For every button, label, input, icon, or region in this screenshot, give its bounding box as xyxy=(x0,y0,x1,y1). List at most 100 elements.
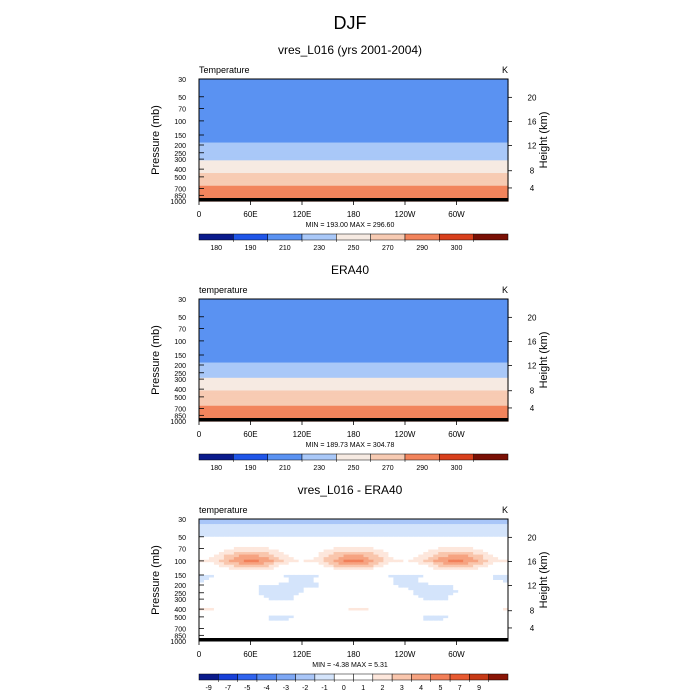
contour-cell xyxy=(248,521,255,525)
contour-cell xyxy=(408,595,414,599)
contour-cell xyxy=(288,630,295,634)
contour-cell xyxy=(333,595,340,599)
contour-cell xyxy=(473,572,479,576)
contour-cell xyxy=(213,613,220,617)
contour-cell xyxy=(448,539,454,543)
contour-cell xyxy=(373,590,380,594)
contour-cell xyxy=(199,109,509,113)
pressure-tick-label: 30 xyxy=(178,77,186,84)
contour-cell xyxy=(258,567,265,571)
contour-cell xyxy=(503,529,509,533)
contour-cell xyxy=(483,546,489,551)
contour-cell xyxy=(248,602,255,607)
contour-cell xyxy=(363,602,370,607)
contour-cell xyxy=(238,536,245,540)
contour-cell xyxy=(303,592,310,596)
contour-cell xyxy=(343,519,350,523)
contour-cell xyxy=(493,539,499,543)
pressure-tick-label: 150 xyxy=(174,573,186,580)
contour-cell xyxy=(438,590,444,594)
contour-cell xyxy=(199,403,509,407)
contour-cell xyxy=(343,618,350,622)
contour-cell xyxy=(373,549,380,553)
colorbar-box xyxy=(370,453,406,461)
contour-cell xyxy=(313,615,320,619)
contour-cell xyxy=(473,587,479,591)
contour-cell xyxy=(213,623,220,627)
contour-cell xyxy=(488,569,494,573)
contour-cell xyxy=(358,582,365,586)
contour-cell xyxy=(378,613,384,617)
contour-cell xyxy=(348,607,355,612)
contour-cell xyxy=(338,526,345,530)
contour-cell xyxy=(328,552,335,556)
contour-cell xyxy=(373,580,380,584)
contour-cell xyxy=(498,552,504,556)
contour-cell xyxy=(438,521,444,525)
contour-cell xyxy=(468,630,474,634)
contour-cell xyxy=(398,524,404,528)
contour-cell xyxy=(228,587,235,591)
contour-cell xyxy=(303,567,310,571)
contour-cell xyxy=(323,519,330,523)
contour-cell xyxy=(298,613,305,617)
contour-cell xyxy=(353,582,360,586)
contour-cell xyxy=(268,559,275,563)
contour-cell xyxy=(283,521,290,525)
contour-cell xyxy=(423,574,429,579)
contour-cell xyxy=(318,615,325,619)
contour-cell xyxy=(388,592,394,596)
contour-cell xyxy=(368,597,375,601)
contour-cell xyxy=(348,559,355,563)
contour-cell xyxy=(453,521,459,525)
contour-cell xyxy=(368,628,375,632)
contour-cell xyxy=(218,623,225,627)
contour-cell xyxy=(338,557,345,561)
contour-cell xyxy=(413,607,419,612)
contour-cell xyxy=(253,549,260,553)
contour-cell xyxy=(298,519,305,523)
contour-cell xyxy=(358,539,365,543)
contour-cell xyxy=(268,585,275,589)
contour-cell xyxy=(248,595,255,599)
lon-tick-label: 60E xyxy=(243,650,257,659)
contour-cell xyxy=(343,539,350,543)
contour-cell xyxy=(463,582,469,586)
contour-cell xyxy=(458,536,464,540)
contour-cell xyxy=(343,597,350,601)
contour-cell xyxy=(383,633,389,637)
contour-cell xyxy=(448,544,454,548)
contour-cell xyxy=(368,607,375,612)
contour-cell xyxy=(413,541,419,546)
contour-cell xyxy=(418,625,424,629)
contour-cell xyxy=(423,597,429,601)
contour-cell xyxy=(378,595,384,599)
contour-cell xyxy=(428,572,434,576)
contour-cell xyxy=(453,590,459,594)
contour-cell xyxy=(293,526,300,530)
contour-cell xyxy=(453,536,459,540)
contour-cell xyxy=(468,567,474,571)
contour-cell xyxy=(303,618,310,622)
contour-cell xyxy=(428,539,434,543)
contour-cell xyxy=(343,580,350,584)
contour-cell xyxy=(453,557,459,561)
contour-cell xyxy=(448,559,454,563)
contour-cell xyxy=(368,531,375,535)
contour-cell xyxy=(418,602,424,607)
contour-cell xyxy=(203,559,210,563)
contour-cell xyxy=(199,332,509,336)
contour-cell xyxy=(258,595,265,599)
contour-cell xyxy=(473,529,479,533)
contour-cell xyxy=(383,600,389,604)
contour-cell xyxy=(473,524,479,528)
contour-cell xyxy=(223,605,230,609)
contour-cell xyxy=(478,602,484,607)
contour-cell xyxy=(368,630,375,634)
contour-field xyxy=(199,299,509,422)
contour-cell xyxy=(438,592,444,596)
contour-cell xyxy=(378,587,384,591)
contour-cell xyxy=(233,582,240,586)
contour-cell xyxy=(358,633,365,637)
colorbar-box xyxy=(336,233,371,241)
